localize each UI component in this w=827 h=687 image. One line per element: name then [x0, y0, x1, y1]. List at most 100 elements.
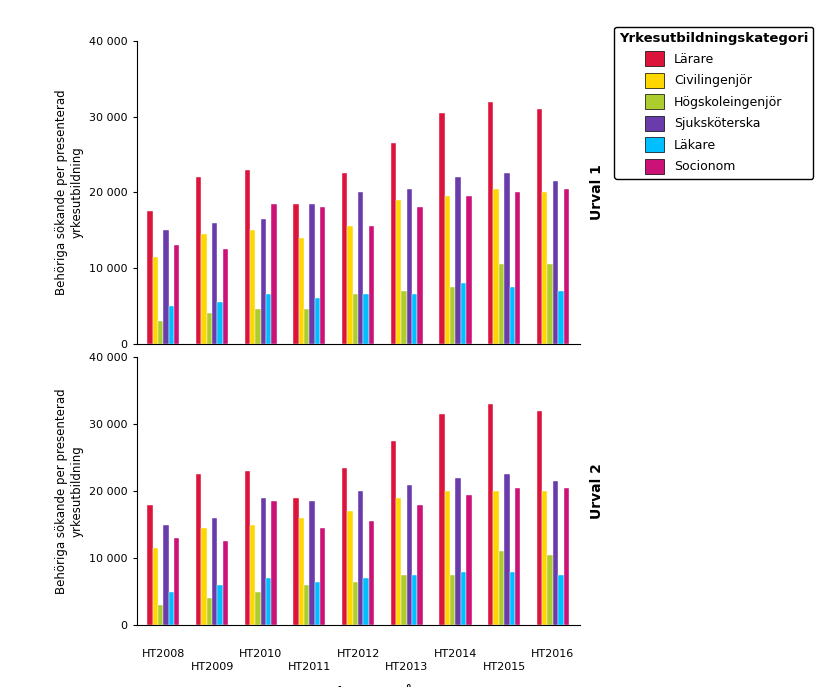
Bar: [536, 411, 542, 625]
Bar: [363, 294, 368, 344]
Bar: [218, 302, 222, 344]
Bar: [547, 555, 552, 625]
Bar: [466, 196, 471, 344]
Bar: [218, 585, 222, 625]
Bar: [158, 605, 163, 625]
Bar: [390, 144, 395, 344]
Bar: [493, 491, 498, 625]
Bar: [255, 592, 261, 625]
Bar: [498, 552, 504, 625]
Bar: [563, 488, 568, 625]
Bar: [461, 283, 466, 344]
Bar: [363, 578, 368, 625]
Bar: [207, 598, 212, 625]
Y-axis label: Behöriga sökande per presenterad
yrkesutbildning: Behöriga sökande per presenterad yrkesut…: [55, 89, 84, 295]
Text: HT2011: HT2011: [288, 662, 331, 672]
Legend: Lärare, Civilingenjör, Högskoleingenjör, Sjuksköterska, Läkare, Socionom: Lärare, Civilingenjör, Högskoleingenjör,…: [614, 27, 812, 179]
Text: HT2014: HT2014: [433, 649, 476, 659]
Bar: [368, 521, 374, 625]
Text: HT2010: HT2010: [239, 649, 282, 659]
Bar: [552, 481, 557, 625]
Bar: [196, 177, 201, 344]
Bar: [368, 226, 374, 344]
Bar: [207, 313, 212, 344]
Bar: [261, 498, 265, 625]
Text: Urval 2: Urval 2: [590, 463, 604, 519]
Bar: [406, 188, 412, 344]
Bar: [509, 572, 514, 625]
Bar: [314, 298, 320, 344]
Bar: [309, 502, 314, 625]
Bar: [412, 294, 417, 344]
Bar: [347, 511, 352, 625]
Bar: [493, 188, 498, 344]
Bar: [250, 230, 255, 344]
Bar: [450, 287, 455, 344]
Bar: [320, 207, 325, 344]
Bar: [557, 575, 563, 625]
Bar: [265, 294, 271, 344]
Bar: [245, 170, 250, 344]
Bar: [293, 203, 299, 344]
Bar: [563, 188, 568, 344]
Bar: [509, 287, 514, 344]
Bar: [299, 518, 304, 625]
Bar: [412, 575, 417, 625]
Bar: [293, 498, 299, 625]
Bar: [401, 291, 406, 344]
Bar: [347, 226, 352, 344]
Bar: [299, 238, 304, 344]
Bar: [439, 414, 444, 625]
Bar: [245, 471, 250, 625]
Bar: [261, 218, 265, 344]
Bar: [201, 234, 207, 344]
Bar: [342, 468, 347, 625]
Bar: [439, 113, 444, 344]
Bar: [487, 404, 493, 625]
Bar: [401, 575, 406, 625]
Text: HT2012: HT2012: [336, 649, 380, 659]
Bar: [417, 207, 423, 344]
Bar: [390, 441, 395, 625]
Bar: [504, 173, 509, 344]
Text: HT2013: HT2013: [385, 662, 428, 672]
Text: Urval 1: Urval 1: [590, 164, 604, 221]
Bar: [557, 291, 563, 344]
Bar: [201, 528, 207, 625]
Bar: [222, 541, 228, 625]
Bar: [196, 475, 201, 625]
Bar: [352, 582, 357, 625]
Bar: [504, 475, 509, 625]
Bar: [547, 264, 552, 344]
Bar: [342, 173, 347, 344]
Text: HT2015: HT2015: [482, 662, 525, 672]
Text: Antagningsomgång: Antagningsomgång: [282, 684, 433, 687]
Bar: [152, 548, 158, 625]
Bar: [514, 192, 519, 344]
Bar: [461, 572, 466, 625]
Bar: [444, 196, 450, 344]
Bar: [466, 495, 471, 625]
Bar: [163, 525, 169, 625]
Bar: [309, 203, 314, 344]
Bar: [304, 585, 309, 625]
Bar: [417, 504, 423, 625]
Bar: [395, 498, 401, 625]
Bar: [455, 177, 461, 344]
Bar: [271, 502, 276, 625]
Bar: [542, 192, 547, 344]
Text: HT2016: HT2016: [531, 649, 574, 659]
Bar: [158, 321, 163, 344]
Bar: [265, 578, 271, 625]
Bar: [152, 257, 158, 344]
Bar: [212, 223, 218, 344]
Bar: [222, 249, 228, 344]
Bar: [357, 192, 363, 344]
Bar: [357, 491, 363, 625]
Bar: [304, 309, 309, 344]
Bar: [450, 575, 455, 625]
Bar: [536, 109, 542, 344]
Bar: [514, 488, 519, 625]
Bar: [552, 181, 557, 344]
Bar: [174, 538, 179, 625]
